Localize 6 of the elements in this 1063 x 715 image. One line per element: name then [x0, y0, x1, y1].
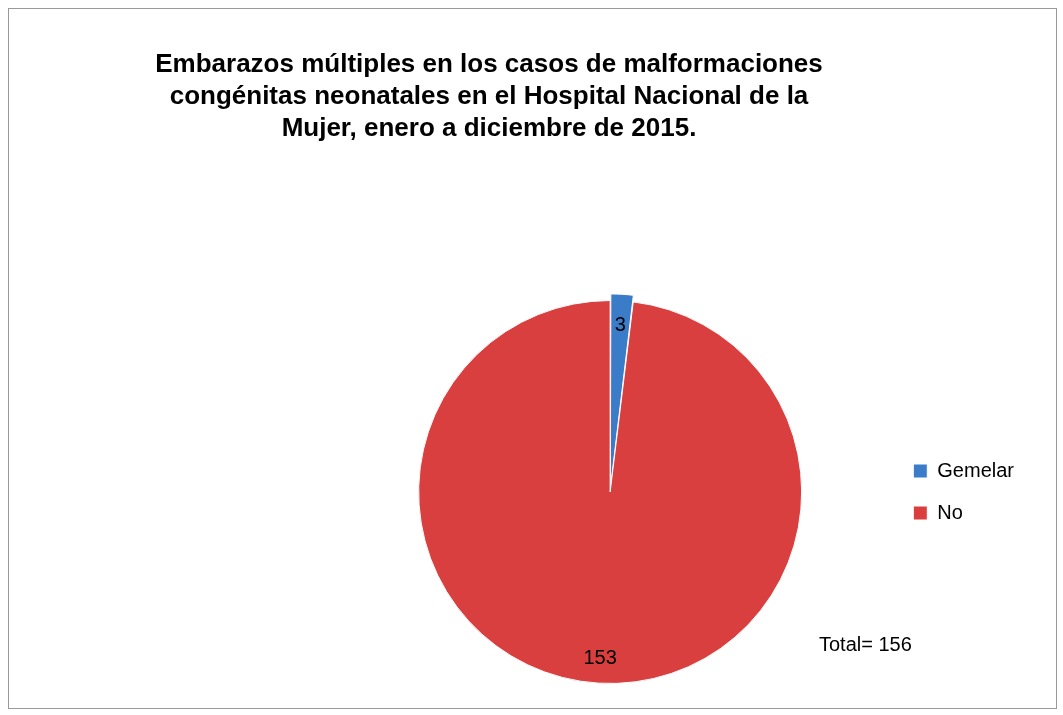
text: Total= 156	[819, 632, 912, 655]
chart-title: Embarazos múltiples en los casos de malformaciones congénitas neonatales en el Hospital Nacional de la Mujer, enero a diciembre de 2015.	[155, 48, 823, 143]
legend-label: Gemelar	[937, 458, 1015, 481]
legend-label: No	[937, 500, 963, 523]
data-label: 153	[583, 645, 617, 668]
data-label: 3	[614, 313, 626, 336]
